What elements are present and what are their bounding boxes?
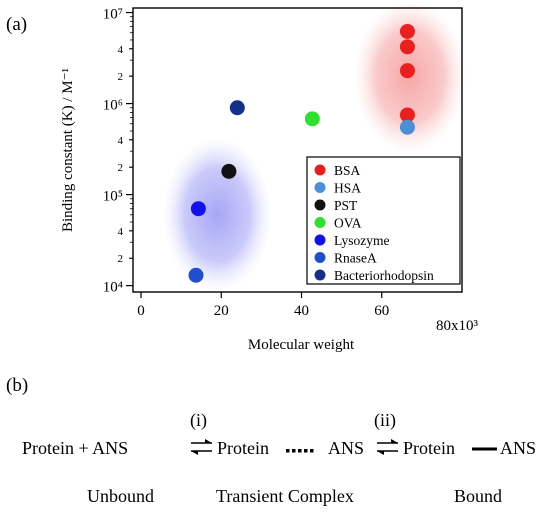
y-minor-tick-label: 4 [118,44,124,56]
ans-text-1: ANS [328,438,365,458]
point-ova [304,111,320,127]
y-minor-tick-label: 2 [118,253,124,265]
panel-a-label: (a) [6,14,27,35]
point-pst [221,163,237,179]
legend-marker-ova [314,217,326,228]
y-major-tick-label: 10⁷ [103,7,123,23]
y-minor-tick-label: 4 [118,226,124,238]
point-bacteriorhodopsin [229,100,245,116]
legend-marker-rnasea [314,252,326,263]
point-hsa [399,119,415,135]
legend-label-bsa: BSA [334,163,361,178]
x-tick-label: 0 [137,303,145,319]
plot-frame [132,7,463,293]
legend-label-bacteriorhodopsin: Bacteriorhodopsin [334,268,434,283]
data-points [188,23,415,283]
legend-label-lysozyme: Lysozyme [334,233,390,248]
equilibrium-arrow-2 [377,439,398,455]
x-axis-label: Molecular weight [248,337,355,353]
ans-text-2: ANS [500,438,537,458]
legend-marker-hsa [314,182,326,193]
legend-label-pst: PST [334,198,358,213]
legend-marker-lysozyme [314,234,326,246]
x-tick-label: 60 [374,303,389,319]
legend-label-rnasea: RnaseA [334,251,377,266]
y-major-tick-label: 10⁴ [103,280,123,296]
point-bsa [399,63,415,79]
panel-b-label: (b) [6,375,28,396]
point-lysozyme [190,201,206,217]
x-tick-label: 40 [294,303,309,319]
point-rnasea [188,267,204,283]
state-bound: Bound [454,486,503,506]
state-transient-complex: Transient Complex [216,486,354,506]
legend-marker-pst [314,199,326,211]
legend-box [306,156,461,285]
x-tick-label: 20 [214,303,229,319]
step-label-ii: (ii) [374,410,396,430]
y-minor-tick-label: 2 [118,71,124,83]
point-bsa [399,23,415,39]
legend-marker-bacteriorhodopsin [314,269,326,281]
x-multiplier-label: 80x10³ [436,318,479,334]
y-major-tick-label: 10⁵ [103,189,123,205]
legend-label-ova: OVA [334,216,362,231]
transient-dots [286,449,314,453]
protein-text-1: Protein [217,438,269,458]
step-label-i: (i) [190,410,207,430]
y-minor-tick-label: 4 [118,135,124,147]
legend: BSA HSA PST OVA Lysozyme RnaseA Bacteriorhodop… [306,156,461,285]
equilibrium-arrow-1 [191,439,212,455]
y-major-tick-label: 10⁶ [103,98,123,114]
y-axis-label: Binding constant (K) / M⁻¹ [60,68,76,232]
point-bsa [399,107,415,123]
y-minor-tick-label: 2 [118,162,124,174]
legend-label-hsa: HSA [334,181,361,196]
region-1 [163,137,272,293]
legend-marker-bsa [314,164,326,176]
protein-text-2: Protein [403,438,455,458]
state-unbound: Unbound [87,486,154,506]
axis-ticks: 0 20 40 60 10⁴ 10⁵ 10⁶ 10⁷ 2 4 2 4 2 4 [103,7,389,319]
point-bsa [399,39,415,55]
reactants-text: Protein + ANS [22,438,129,458]
